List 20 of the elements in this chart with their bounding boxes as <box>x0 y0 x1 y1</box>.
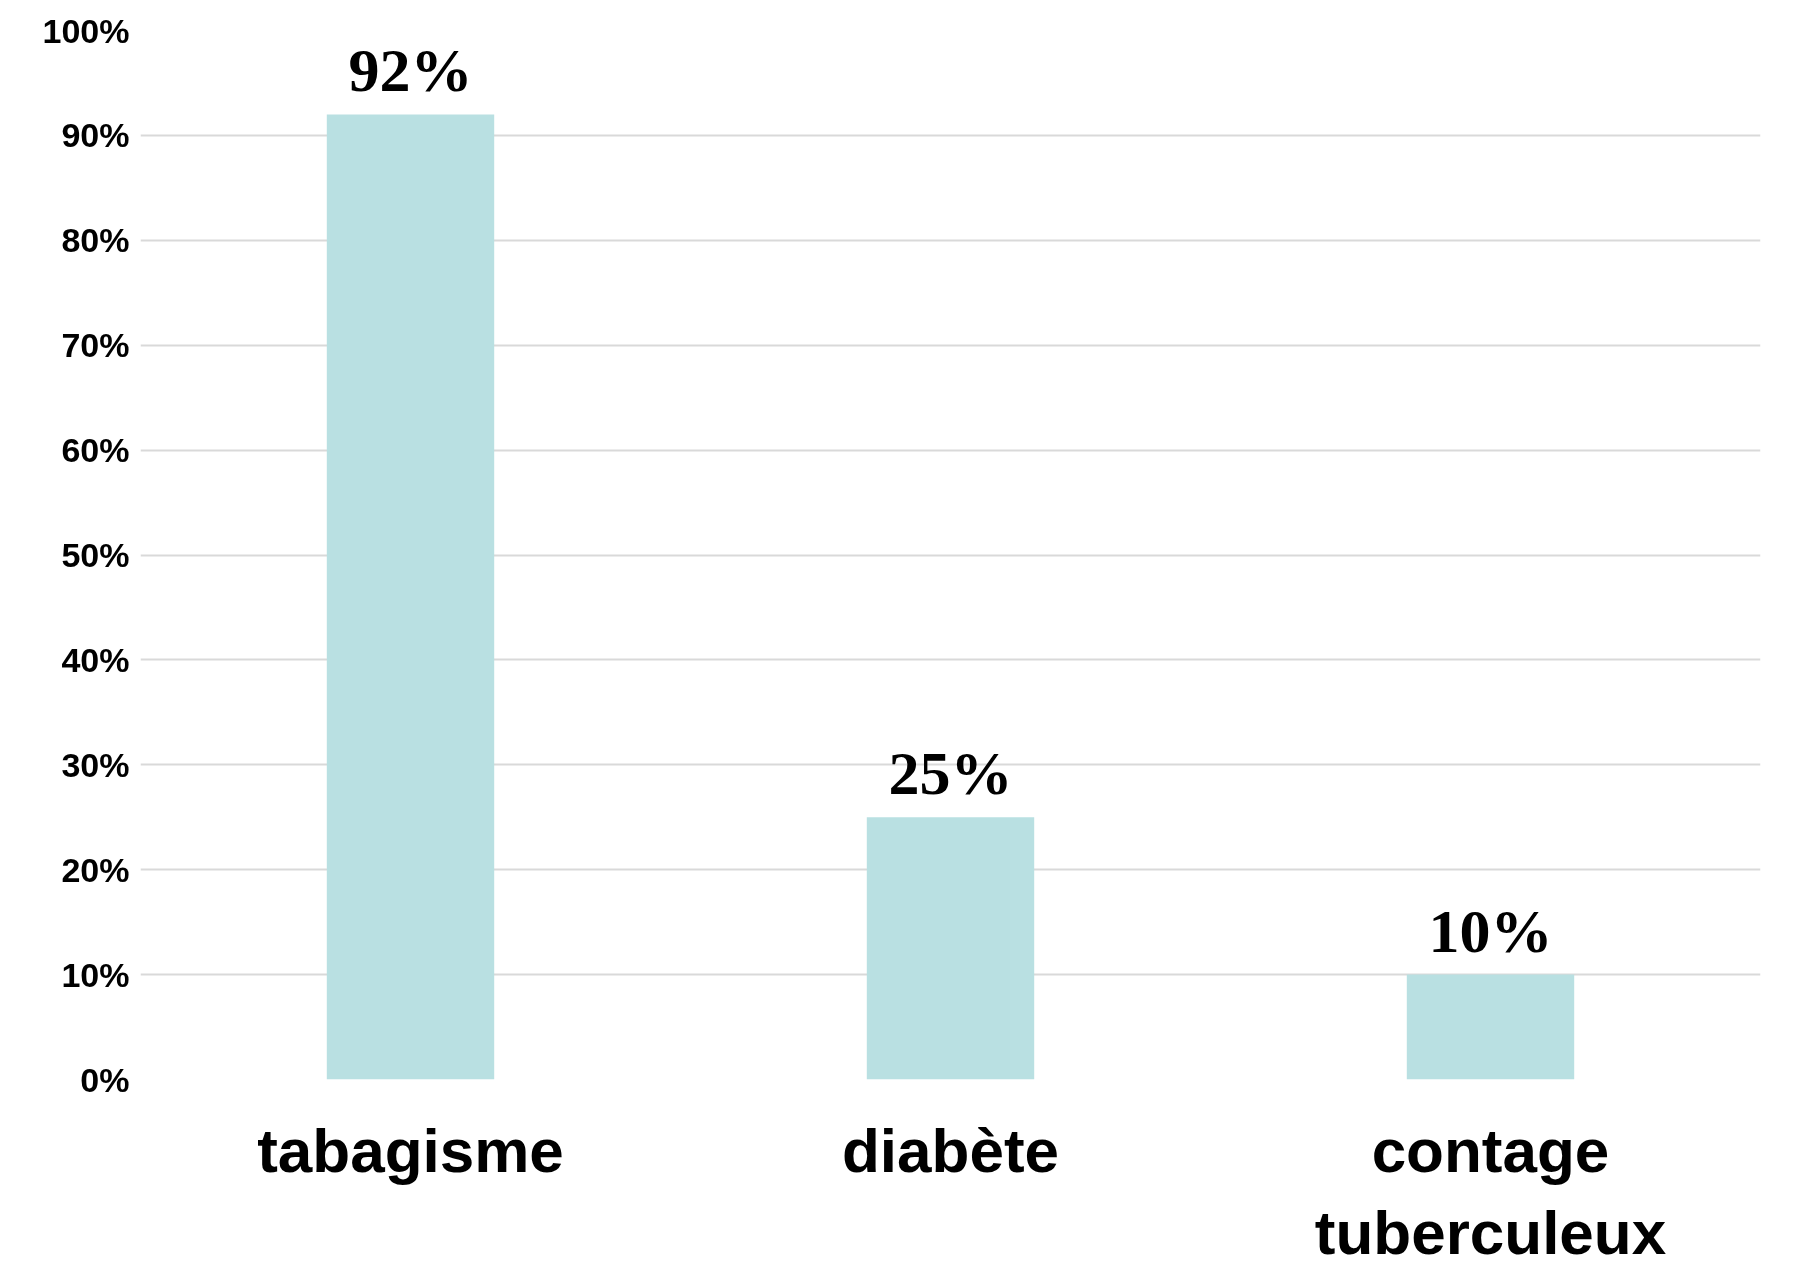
y-tick-label: 10% <box>61 955 130 994</box>
y-tick-label: 50% <box>61 536 130 574</box>
bar <box>866 817 1035 1080</box>
x-tick-label: tabagisme <box>257 1115 564 1185</box>
x-tick-label: diabète <box>841 1115 1060 1185</box>
y-tick-label: 60% <box>61 431 130 470</box>
data-label: 25% <box>888 739 1013 808</box>
data-label: 92% <box>348 36 473 105</box>
y-tick-label: 0% <box>80 1060 130 1099</box>
bar <box>326 114 495 1080</box>
y-tick-label: 20% <box>61 850 130 889</box>
y-tick-label: 40% <box>61 640 130 679</box>
y-tick-label: 30% <box>61 745 130 784</box>
x-tick-label: contage tuberculeux <box>1314 1115 1667 1268</box>
y-tick-label: 90% <box>61 116 130 155</box>
data-label: 10% <box>1428 896 1553 965</box>
y-tick-label: 80% <box>61 221 130 260</box>
bar <box>1406 974 1575 1080</box>
y-tick-label: 70% <box>61 326 130 365</box>
y-tick-label: 100% <box>42 11 130 50</box>
